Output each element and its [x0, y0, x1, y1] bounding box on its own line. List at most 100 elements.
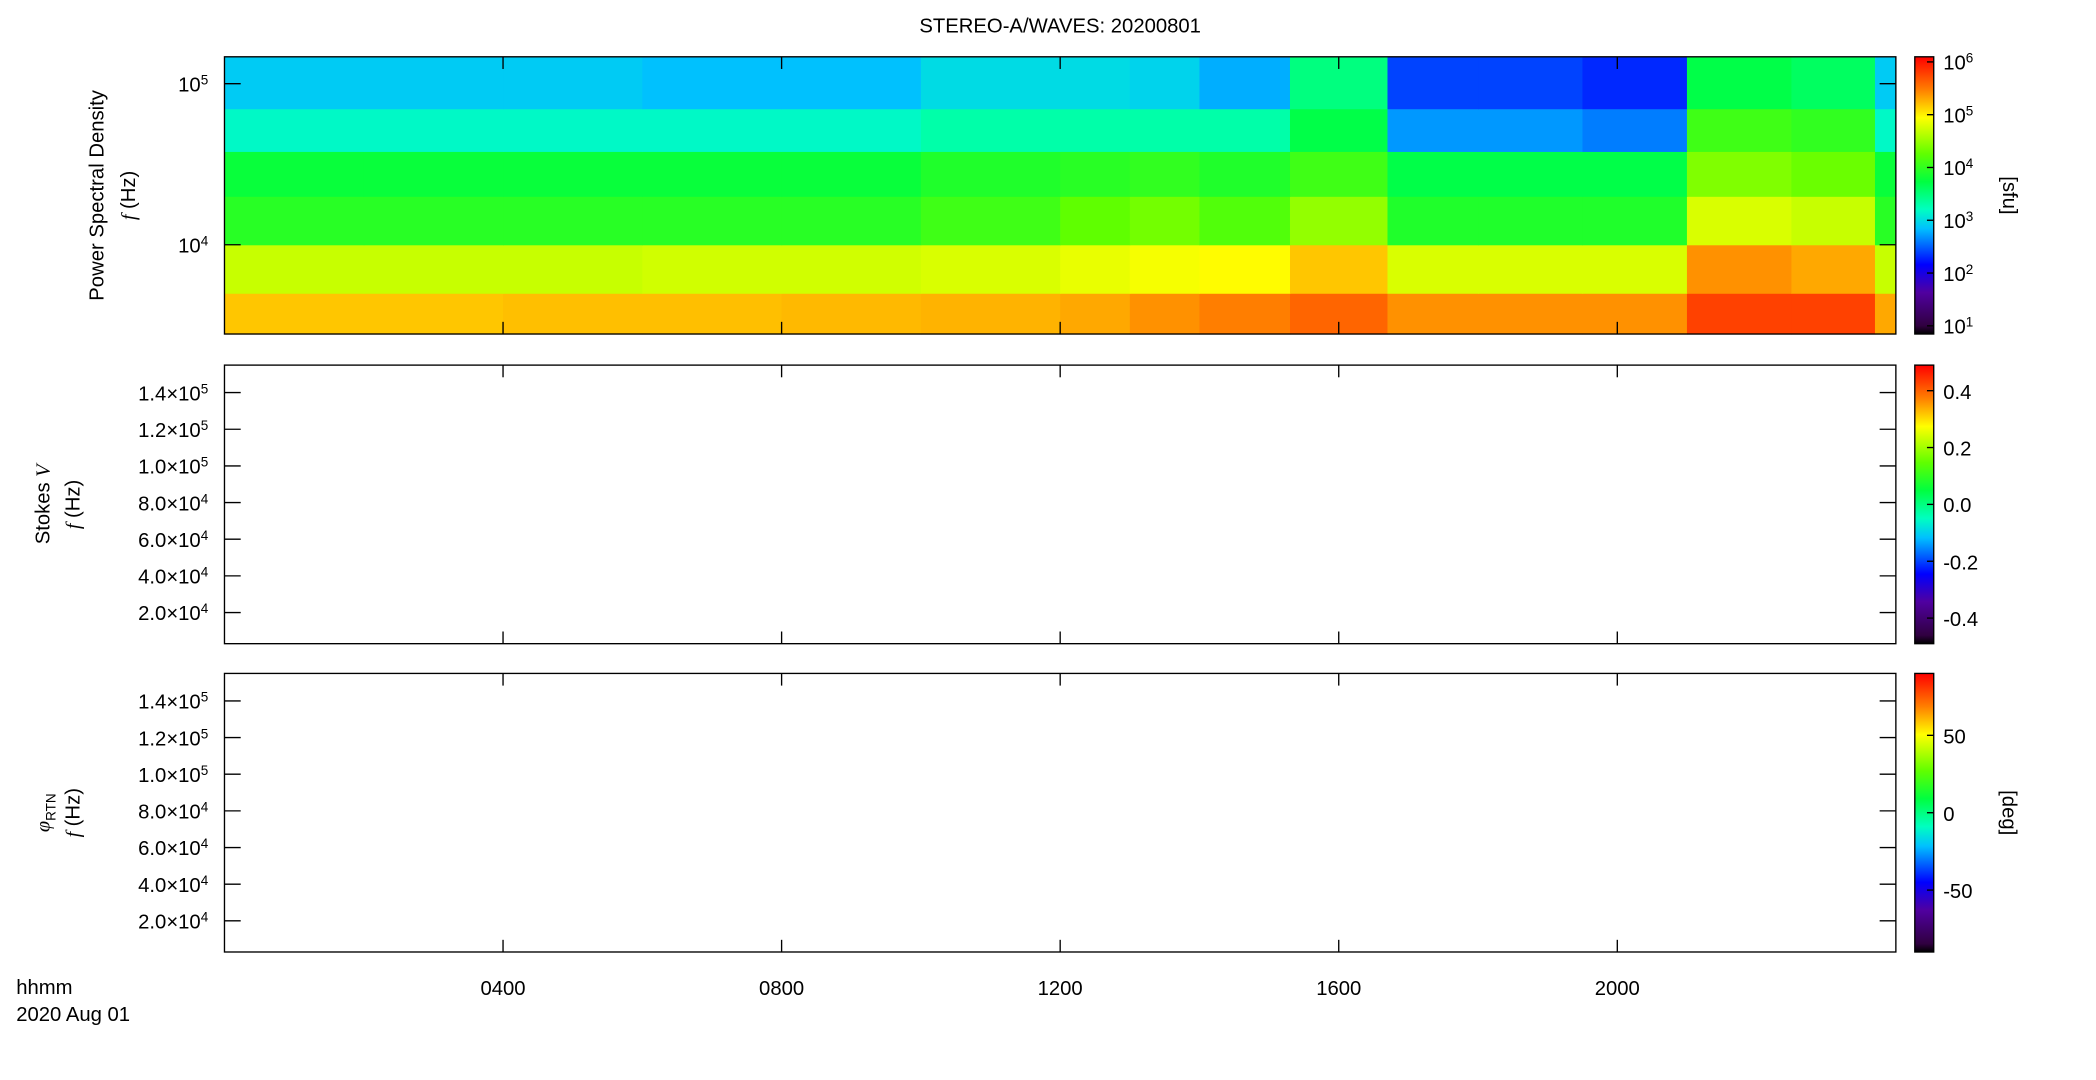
spectrogram-cell	[224, 244, 365, 294]
spectrogram-cell	[1199, 196, 1291, 246]
y-axis-label: f (Hz)	[62, 480, 85, 529]
x-tick-label: 2000	[1595, 978, 1640, 1000]
y-tick-label-base: 1.2×10	[138, 420, 201, 442]
panel-frame	[223, 364, 1897, 645]
y-axis-label: φRTN	[32, 793, 58, 832]
y-tick-label-base: 8.0×10	[138, 494, 201, 516]
colorbar-tick-label: 0	[1943, 804, 1954, 826]
y-axis-label-part: (Hz)	[118, 171, 140, 209]
spectrogram-cell	[363, 293, 504, 335]
y-tick-label: 6.0×104	[138, 836, 209, 860]
spectrogram-cell	[1387, 244, 1479, 294]
colorbar-tick-label-base: 10	[1943, 264, 1966, 286]
spectrogram-cell	[920, 196, 1061, 246]
x-axis-label: hhmm	[16, 977, 72, 999]
y-axis-label: Power Spectral Density	[87, 89, 109, 300]
spectrogram-cell	[781, 293, 922, 335]
spectrogram-cell	[1874, 151, 1897, 197]
y-axis-label-part: V	[32, 462, 54, 477]
y-tick-label: 1.0×105	[138, 455, 208, 479]
x-tick-label: 0400	[480, 978, 525, 1000]
spectrogram-cell	[642, 108, 783, 152]
y-tick-label: 8.0×104	[138, 491, 209, 515]
y-tick-label-base: 10	[178, 236, 201, 258]
colorbar	[1914, 56, 1935, 335]
spectrogram-cell	[503, 56, 643, 110]
spectrogram-cell	[1129, 244, 1200, 294]
spectrogram-cell	[1874, 196, 1897, 246]
spectrogram-cell	[1791, 196, 1876, 246]
spectrogram-cell	[1791, 244, 1876, 294]
spectrogram-cell	[1060, 151, 1131, 197]
colorbar-tick-label: 0.2	[1943, 439, 1971, 461]
spectrogram-cell	[642, 196, 783, 246]
y-axis-label-part: Stokes	[33, 482, 55, 544]
colorbar-label: [sfu]	[1998, 176, 2020, 214]
spectrogram-cell	[363, 244, 504, 294]
spectrogram-cell	[781, 196, 922, 246]
y-axis-label-part: φ	[32, 821, 54, 832]
spectrogram-cell	[1387, 196, 1479, 246]
y-axis-label-part: f	[62, 521, 84, 529]
y-tick-label: 105	[178, 72, 208, 96]
colorbar-tick-label: 0.0	[1943, 495, 1971, 517]
spectrogram-cell	[642, 56, 783, 110]
x-tick-label: 1600	[1316, 978, 1361, 1000]
y-tick-label-exponent: 5	[201, 726, 209, 741]
panel-frame	[223, 672, 1897, 953]
y-tick-label: 1.0×105	[138, 763, 208, 787]
spectrogram-cell	[1478, 151, 1584, 197]
y-tick-label: 2.0×104	[138, 601, 209, 625]
spectrogram-cell	[1874, 108, 1897, 152]
spectrogram-cell	[363, 151, 504, 197]
y-tick-label: 104	[178, 233, 209, 257]
colorbar-tick-label-exponent: 4	[1966, 156, 1974, 171]
y-tick-label: 4.0×104	[138, 565, 209, 589]
spectrogram-cell	[1478, 293, 1584, 335]
spectrogram-cell	[224, 293, 365, 335]
spectrogram-cell	[224, 56, 365, 110]
spectrogram-cell	[920, 244, 1061, 294]
spectrogram-cell	[1582, 56, 1688, 110]
spectrogram-cell	[1289, 196, 1389, 246]
spectrogram-cell	[1478, 196, 1584, 246]
spectrogram-cell	[642, 293, 783, 335]
y-tick-label: 4.0×104	[138, 873, 209, 897]
spectrogram-cell	[1289, 108, 1389, 152]
colorbar-tick-label: 50	[1943, 726, 1966, 748]
colorbar-tick-label: 101	[1943, 315, 1973, 339]
y-tick-label-base: 10	[178, 75, 201, 97]
colorbar-tick-label-exponent: 6	[1966, 51, 1974, 66]
y-tick-label: 6.0×104	[138, 528, 209, 552]
y-tick-label-base: 2.0×10	[138, 604, 201, 626]
spectrogram-cell	[1582, 293, 1688, 335]
y-tick-label-exponent: 4	[201, 491, 209, 506]
spectrogram-cell	[920, 293, 1061, 335]
colorbar-tick-label-exponent: 5	[1966, 103, 1974, 118]
spectrogram-cell	[1582, 108, 1688, 152]
spectrogram-cell	[1791, 56, 1876, 110]
spectrogram-cell	[920, 56, 1061, 110]
y-tick-label-base: 1.2×10	[138, 729, 201, 751]
spectrogram-cell	[781, 108, 922, 152]
chart-title: STEREO-A/WAVES: 20200801	[919, 15, 1201, 37]
spectrogram-cell	[1686, 244, 1792, 294]
spectrogram-cell	[781, 244, 922, 294]
spectrogram-cell	[1289, 151, 1389, 197]
spectrogram-cell	[1387, 56, 1479, 110]
y-axis-label-part: f	[62, 829, 84, 837]
spectrogram-cell	[920, 151, 1061, 197]
colorbar-tick-label: 0.4	[1943, 382, 1971, 404]
y-axis-label: f (Hz)	[117, 171, 140, 220]
colorbar-tick-label-base: 10	[1943, 53, 1966, 75]
spectrogram-cell	[1686, 293, 1792, 335]
y-tick-label-base: 1.0×10	[138, 765, 201, 787]
spectrogram-cell	[1199, 244, 1291, 294]
spectrogram-cell	[363, 56, 504, 110]
y-tick-label-exponent: 4	[201, 873, 209, 888]
spectrogram-cell	[1129, 56, 1200, 110]
spectrogram-cell	[363, 108, 504, 152]
y-axis-label-part: Power Spectral Density	[87, 89, 109, 300]
